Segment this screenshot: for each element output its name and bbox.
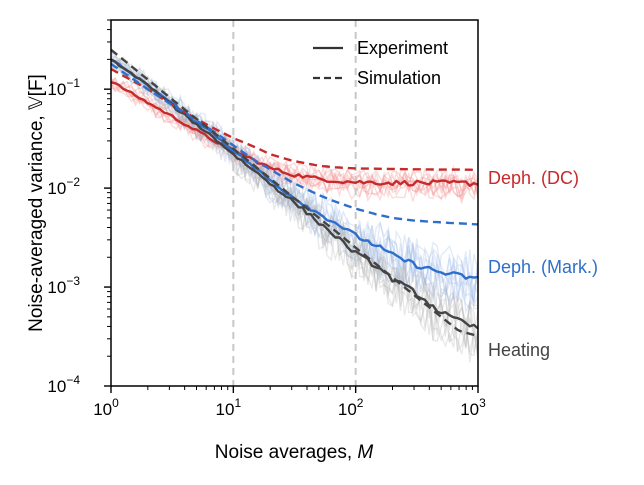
deph-dc-noise-trace bbox=[111, 84, 478, 204]
y-axis-ticks: 10−4 10−3 10−2 10−1 bbox=[47, 19, 111, 396]
deph-dc-label: Deph. (DC) bbox=[488, 168, 579, 188]
x-tick-label: 101 bbox=[216, 396, 242, 419]
y-tick-label: 10−2 bbox=[47, 175, 80, 198]
series-labels: Deph. (DC) Deph. (Mark.) Heating bbox=[488, 168, 598, 360]
heating-simulation-line bbox=[111, 48, 478, 338]
x-tick-label: 103 bbox=[460, 396, 486, 419]
legend-label-experiment: Experiment bbox=[357, 38, 448, 58]
x-axis-ticks: 100 101 102 103 bbox=[93, 386, 486, 419]
y-tick-label: 10−1 bbox=[47, 76, 80, 99]
deph-dc-noise-trace bbox=[111, 84, 478, 201]
deph-mark-noise-trace bbox=[111, 51, 478, 303]
heating-noise-trace bbox=[111, 51, 478, 359]
deph-mark-noise-trace bbox=[111, 55, 478, 304]
heating-noise-trace bbox=[111, 59, 478, 352]
x-tick-label: 102 bbox=[338, 396, 364, 419]
x-tick-label: 100 bbox=[93, 396, 119, 419]
heating-noise-trace bbox=[111, 55, 478, 357]
heating-noise-trace bbox=[111, 57, 478, 360]
heating-label: Heating bbox=[488, 340, 550, 360]
legend: Experiment Simulation bbox=[313, 38, 448, 88]
reference-lines bbox=[232, 20, 357, 386]
x-axis-label: Noise averages, M bbox=[215, 442, 374, 463]
deph-dc-experiment-line bbox=[111, 81, 478, 187]
series-lines bbox=[111, 48, 478, 338]
y-axis-label: Noise-averaged variance, 𝕍[F] bbox=[26, 74, 47, 332]
legend-label-simulation: Simulation bbox=[357, 68, 441, 88]
deph-mark-label: Deph. (Mark.) bbox=[488, 257, 598, 277]
heating-noise-trace bbox=[111, 61, 478, 355]
y-tick-label: 10−4 bbox=[47, 373, 80, 396]
deph-dc-simulation-line bbox=[111, 67, 478, 171]
deph-dc-noise-trace bbox=[111, 81, 478, 202]
deph-dc-noise-trace bbox=[111, 76, 478, 197]
y-tick-label: 10−3 bbox=[47, 274, 80, 297]
